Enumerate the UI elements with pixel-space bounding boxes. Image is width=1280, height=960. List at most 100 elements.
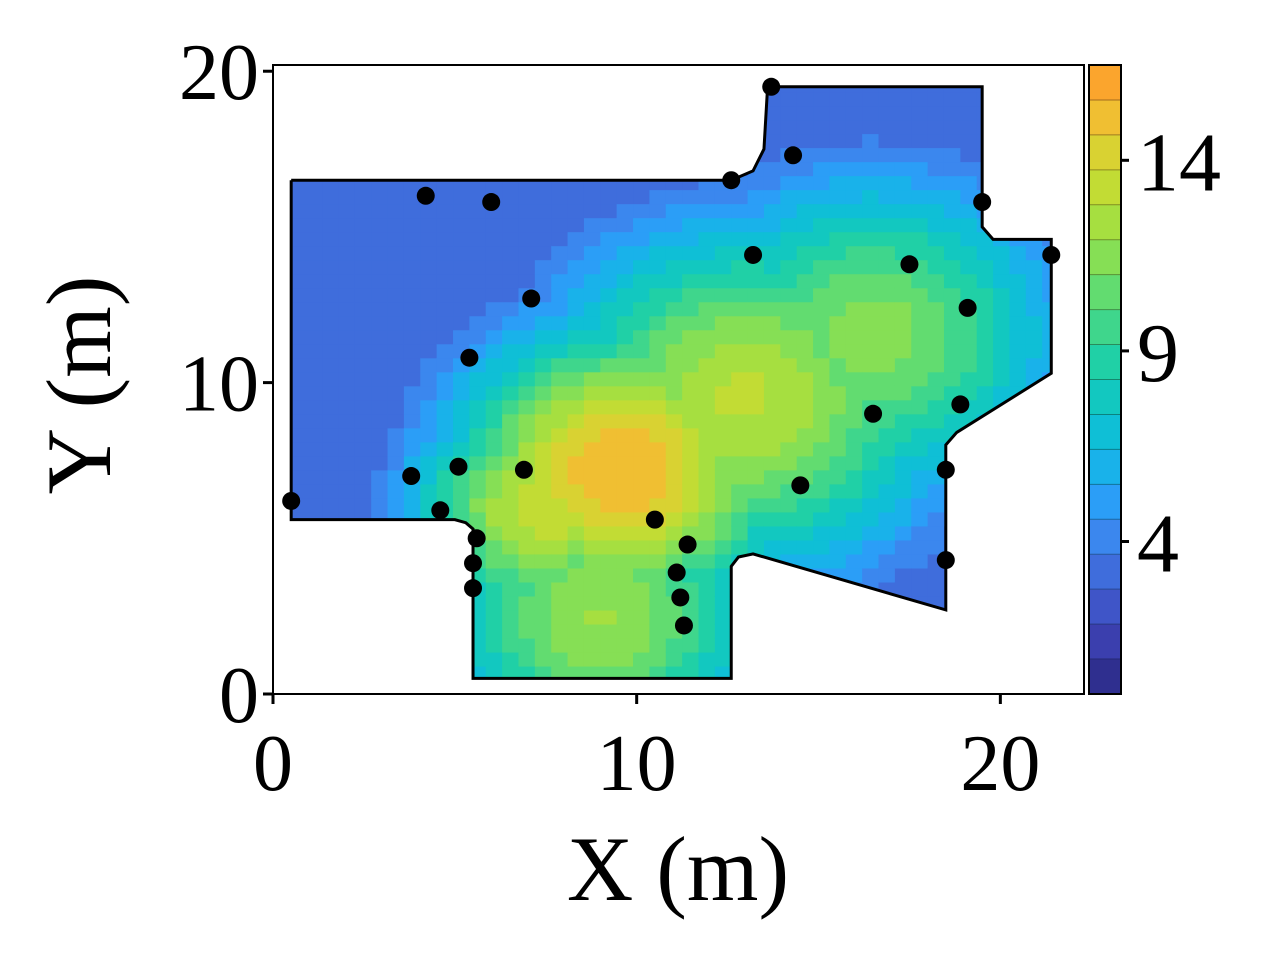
heat-cell (616, 525, 634, 541)
heat-cell (600, 259, 618, 275)
heat-cell (894, 385, 912, 401)
heat-cell (534, 665, 552, 679)
heat-cell (502, 637, 520, 653)
heat-cell (862, 483, 880, 499)
heat-cell (338, 343, 356, 359)
heat-cell (747, 315, 765, 331)
heat-cell (338, 399, 356, 415)
heat-cell (943, 217, 961, 233)
heat-cell (780, 511, 798, 527)
heat-cell (338, 273, 356, 289)
heat-cell (583, 245, 601, 261)
heat-cell (583, 595, 601, 611)
heat-cell (1025, 301, 1043, 317)
heat-cell (633, 469, 651, 485)
heat-cell (1042, 287, 1052, 303)
heat-cell (600, 287, 618, 303)
colorbar-segment (1089, 274, 1121, 311)
heat-cell (894, 329, 912, 345)
heat-cell (878, 161, 896, 177)
heat-cell (780, 273, 798, 289)
heat-cell (763, 441, 781, 457)
heat-cell (600, 637, 618, 653)
heat-cell (583, 189, 601, 205)
heat-cell (371, 413, 389, 429)
heat-cell (878, 189, 896, 205)
heat-cell (927, 231, 945, 247)
heat-cell (911, 161, 929, 177)
heat-cell (927, 357, 945, 373)
heat-cell (534, 245, 552, 261)
heat-cell (649, 637, 667, 653)
measurement-point (864, 404, 883, 423)
heat-cell (534, 609, 552, 625)
heat-cell (894, 91, 912, 107)
heat-cell (878, 553, 896, 569)
heat-cell (567, 343, 585, 359)
heat-cell (322, 385, 340, 401)
heat-cell (927, 329, 945, 345)
heat-cell (616, 623, 634, 639)
heat-cell (518, 567, 536, 583)
heat-cell (780, 427, 798, 443)
heat-cell (436, 189, 454, 205)
heat-cell (796, 357, 814, 373)
heat-cell (960, 133, 978, 149)
heat-cell (665, 497, 683, 513)
heat-cell (911, 86, 929, 93)
heat-cell (600, 385, 618, 401)
heat-cell (813, 119, 831, 135)
heat-cell (485, 469, 503, 485)
heat-cell (649, 609, 667, 625)
heat-cell (567, 189, 585, 205)
heat-cell (502, 651, 520, 667)
heat-cell (927, 91, 945, 107)
heat-cell (387, 441, 405, 457)
heat-cell (878, 315, 896, 331)
heat-cell (305, 203, 323, 219)
heat-cell (960, 217, 978, 233)
heat-cell (747, 539, 765, 555)
heat-cell (682, 301, 700, 317)
heat-cell (829, 217, 847, 233)
heat-cell (354, 315, 372, 331)
heat-cell (845, 371, 863, 387)
heat-cell (845, 86, 863, 93)
heat-cell (567, 357, 585, 373)
heat-cell (291, 413, 307, 429)
heat-cell (796, 91, 814, 107)
heat-cell (567, 525, 585, 541)
heat-cell (436, 455, 454, 471)
heat-cell (714, 315, 732, 331)
heat-cell (682, 511, 700, 527)
heat-cell (502, 609, 520, 625)
heat-cell (927, 245, 945, 261)
heat-cell (747, 427, 765, 443)
heat-cell (1025, 343, 1043, 359)
heat-cell (1025, 245, 1043, 261)
heat-cell (845, 315, 863, 331)
heat-cell (796, 133, 814, 149)
heat-cell (502, 455, 520, 471)
heat-cell (665, 329, 683, 345)
heat-cell (616, 231, 634, 247)
heat-cell (845, 133, 863, 149)
heat-cell (763, 231, 781, 247)
heat-cell (453, 483, 470, 499)
heat-cell (862, 371, 880, 387)
heat-cell (878, 245, 896, 261)
heat-cell (387, 483, 405, 499)
heat-cell (796, 525, 814, 541)
heat-cell (993, 343, 1011, 359)
heat-cell (682, 651, 700, 667)
heat-cell (731, 539, 749, 555)
heat-cell (665, 483, 683, 499)
heat-cell (813, 413, 831, 429)
heat-cell (714, 189, 732, 205)
heat-cell (616, 553, 634, 569)
heat-cell (698, 301, 716, 317)
heat-cell (291, 455, 307, 471)
heat-cell (567, 413, 585, 429)
heat-cell (943, 301, 961, 317)
heat-cell (600, 357, 618, 373)
